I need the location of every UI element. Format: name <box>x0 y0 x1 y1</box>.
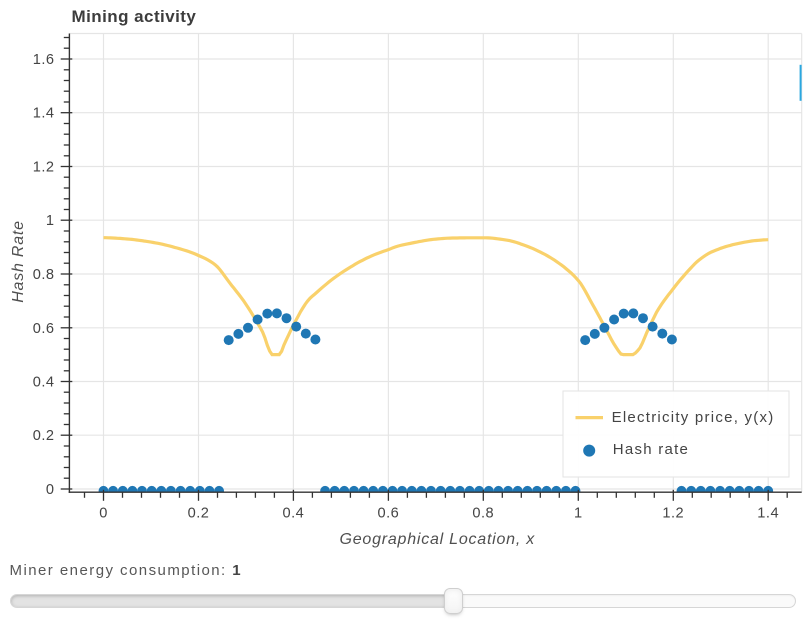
svg-text:0.2: 0.2 <box>33 428 55 444</box>
svg-text:0.6: 0.6 <box>33 321 55 337</box>
svg-text:Mining activity: Mining activity <box>72 7 197 26</box>
svg-text:1.4: 1.4 <box>33 106 55 122</box>
svg-text:0.4: 0.4 <box>33 375 55 391</box>
svg-text:1.6: 1.6 <box>33 52 55 68</box>
svg-text:Hash Rate: Hash Rate <box>10 220 27 303</box>
svg-text:0: 0 <box>46 482 55 498</box>
svg-text:0: 0 <box>99 506 108 522</box>
svg-text:Geographical Location, x: Geographical Location, x <box>340 531 536 548</box>
svg-text:1: 1 <box>46 213 55 229</box>
svg-text:1.2: 1.2 <box>662 506 684 522</box>
svg-text:0.8: 0.8 <box>472 506 494 522</box>
svg-text:0.8: 0.8 <box>33 267 55 283</box>
svg-text:0.2: 0.2 <box>188 506 210 522</box>
svg-text:1: 1 <box>574 506 583 522</box>
svg-text:Hash rate: Hash rate <box>613 441 689 458</box>
svg-text:1.4: 1.4 <box>757 506 779 522</box>
svg-text:0.6: 0.6 <box>378 506 400 522</box>
svg-text:Electricity price, y(x): Electricity price, y(x) <box>612 409 775 426</box>
svg-text:1.2: 1.2 <box>33 160 55 176</box>
svg-text:0.4: 0.4 <box>283 506 305 522</box>
